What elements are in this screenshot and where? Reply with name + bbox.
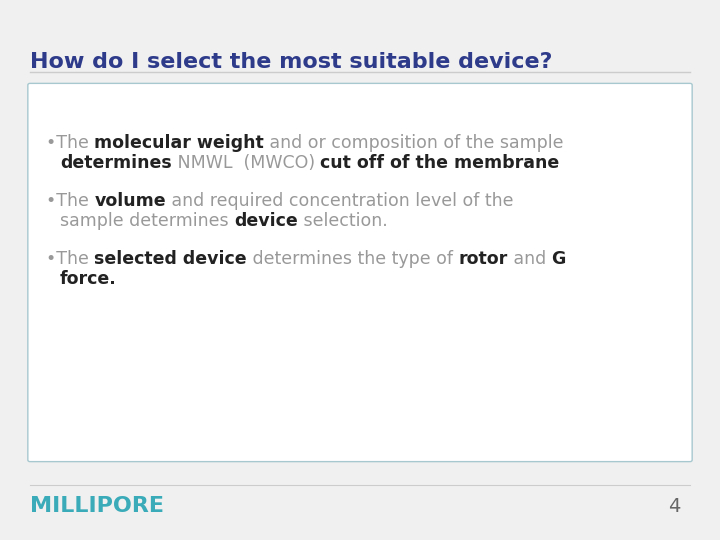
Text: •The: •The	[46, 250, 94, 268]
Text: G: G	[552, 250, 566, 268]
Text: sample determines: sample determines	[60, 212, 234, 230]
Text: selection.: selection.	[298, 212, 387, 230]
Text: determines: determines	[60, 154, 172, 172]
Text: •The: •The	[46, 192, 94, 210]
Text: selected device: selected device	[94, 250, 247, 268]
Text: •The: •The	[46, 134, 94, 152]
Text: 4: 4	[667, 497, 680, 516]
Text: NMWL  (MWCO): NMWL (MWCO)	[172, 154, 320, 172]
Text: and: and	[508, 250, 552, 268]
Text: rotor: rotor	[459, 250, 508, 268]
Text: and required concentration level of the: and required concentration level of the	[166, 192, 513, 210]
Text: determines the type of: determines the type of	[247, 250, 459, 268]
Text: force.: force.	[60, 270, 117, 288]
Text: molecular weight: molecular weight	[94, 134, 264, 152]
Text: volume: volume	[94, 192, 166, 210]
Text: cut off of the membrane: cut off of the membrane	[320, 154, 559, 172]
Text: and or composition of the sample: and or composition of the sample	[264, 134, 564, 152]
Text: device: device	[234, 212, 298, 230]
Text: How do I select the most suitable device?: How do I select the most suitable device…	[30, 52, 552, 72]
Text: MILLIPORE: MILLIPORE	[30, 496, 164, 516]
